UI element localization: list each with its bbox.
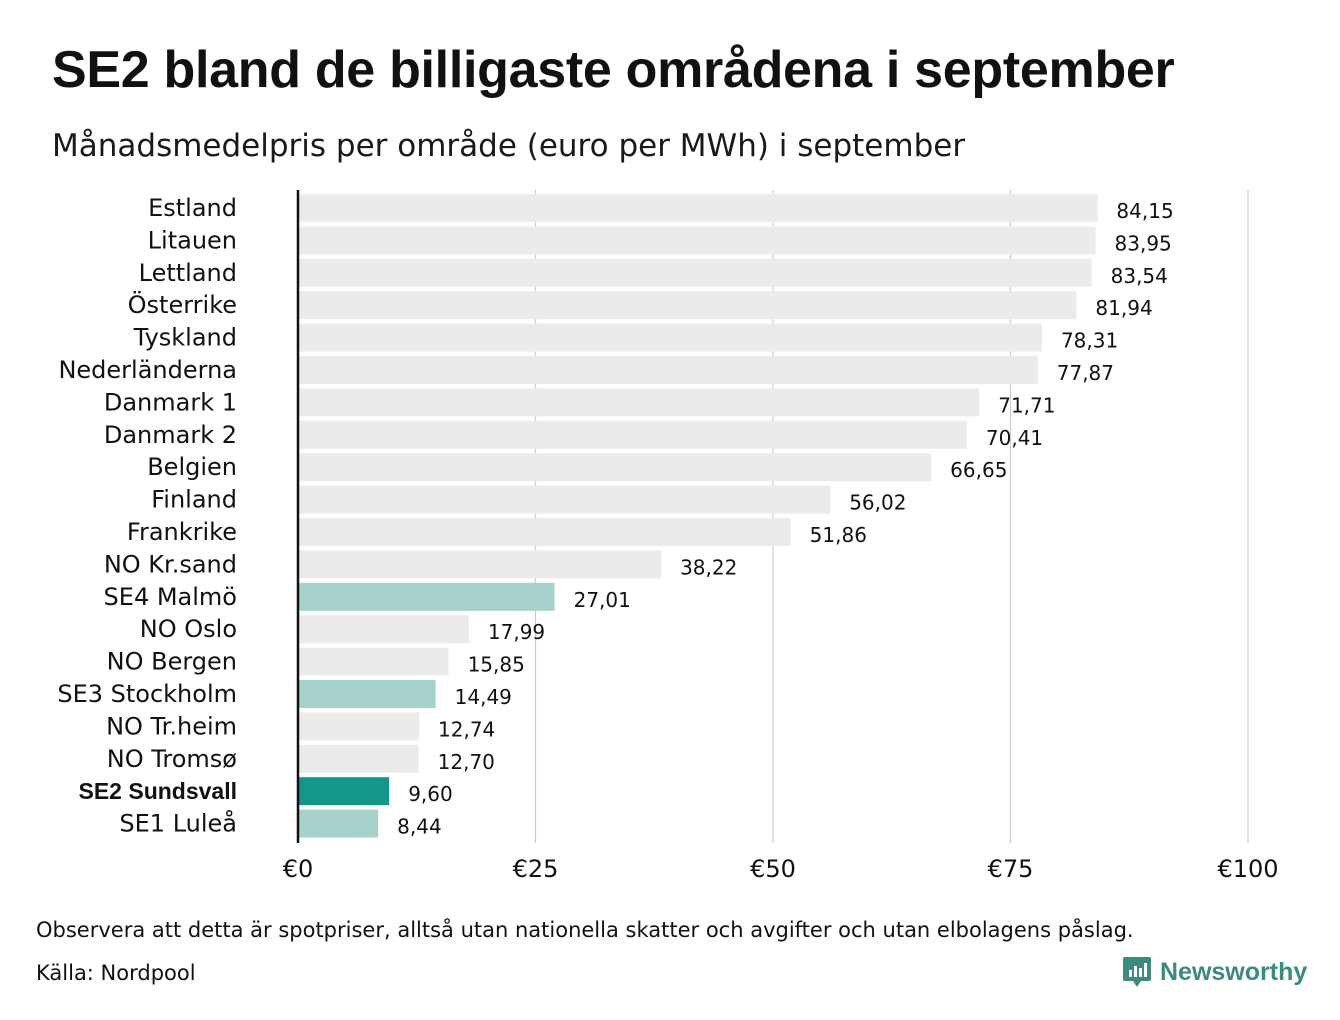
category-label: SE1 Luleå	[119, 809, 237, 838]
value-label: 81,94	[1095, 296, 1152, 320]
bar	[298, 809, 379, 838]
bar	[298, 712, 420, 741]
value-label: 66,65	[950, 458, 1007, 482]
value-label: 17,99	[488, 620, 545, 644]
category-label: Litauen	[148, 226, 237, 254]
bar	[298, 615, 469, 644]
newsworthy-logo-icon	[1123, 957, 1151, 987]
category-labels: Estland Litauen Lettland Österrike Tyskland N…	[57, 194, 237, 838]
bar	[298, 744, 419, 773]
value-label: 83,54	[1111, 264, 1168, 288]
value-label: 77,87	[1057, 361, 1114, 385]
value-label: 14,49	[455, 685, 512, 709]
chart-title: SE2 bland de billigaste områdena i septe…	[52, 41, 1175, 99]
bar	[298, 453, 932, 482]
source-credit: Källa: Nordpool	[36, 961, 196, 985]
category-label: SE2 Sundsvall	[78, 778, 237, 804]
category-label: NO Kr.sand	[104, 550, 237, 578]
x-tick-label: €100	[1217, 855, 1278, 883]
value-label: 38,22	[680, 555, 737, 579]
bar	[298, 680, 436, 708]
x-tick-label: €75	[988, 855, 1034, 883]
category-label: Frankrike	[127, 518, 237, 546]
bar	[298, 582, 555, 611]
bar	[298, 777, 390, 806]
category-label: Belgien	[147, 453, 237, 481]
value-label: 12,74	[438, 717, 495, 741]
bar	[298, 550, 662, 579]
bar	[298, 258, 1092, 287]
category-label: NO Oslo	[140, 615, 237, 643]
category-label: Nederländerna	[58, 356, 237, 384]
bar	[298, 388, 980, 417]
value-label: 8,44	[397, 815, 442, 839]
category-label: Danmark 2	[104, 421, 237, 449]
x-tick-label: €25	[513, 855, 559, 883]
value-label: 27,01	[574, 588, 631, 612]
bar	[298, 647, 449, 676]
value-label: 56,02	[849, 491, 906, 515]
chart-subtitle: Månadsmedelpris per område (euro per MWh…	[52, 128, 966, 164]
bar	[298, 194, 1098, 222]
bar	[298, 518, 791, 546]
x-tick-label: €50	[750, 855, 796, 883]
category-label: Österrike	[128, 290, 237, 319]
x-axis-ticks: €0 €25 €50 €75 €100	[283, 855, 1279, 883]
bar	[298, 291, 1077, 320]
category-label: Finland	[151, 486, 237, 514]
category-label: SE3 Stockholm	[57, 680, 237, 708]
value-label: 78,31	[1061, 329, 1118, 353]
value-label: 70,41	[986, 426, 1043, 450]
gridlines	[534, 190, 1249, 843]
category-label: NO Bergen	[107, 648, 237, 676]
category-label: Danmark 1	[104, 388, 237, 416]
value-label: 15,85	[468, 653, 525, 677]
bar	[298, 356, 1038, 384]
category-label: Estland	[148, 194, 237, 222]
category-label: NO Tromsø	[107, 745, 237, 773]
brand-logo[interactable]: Newsworthy	[1122, 955, 1307, 989]
brand-name: Newsworthy	[1160, 957, 1308, 986]
value-label: 71,71	[998, 393, 1055, 417]
category-label: NO Tr.heim	[106, 712, 237, 740]
value-label: 83,95	[1115, 231, 1172, 255]
value-label: 84,15	[1116, 199, 1173, 223]
value-label: 9,60	[408, 782, 453, 806]
bar-chart: Estland Litauen Lettland Österrike Tyskland N…	[57, 190, 1279, 883]
footnote: Observera att detta är spotpriser, allts…	[36, 918, 1134, 942]
bar	[298, 226, 1096, 255]
bar	[298, 323, 1042, 352]
value-label: 12,70	[438, 750, 495, 774]
category-label: Lettland	[139, 259, 237, 287]
bar	[298, 420, 967, 449]
x-tick-label: €0	[283, 855, 314, 883]
category-label: SE4 Malmö	[104, 583, 237, 611]
category-label: Tyskland	[133, 324, 237, 352]
bars	[298, 194, 1098, 838]
value-label: 51,86	[810, 523, 867, 547]
bar	[298, 485, 831, 514]
